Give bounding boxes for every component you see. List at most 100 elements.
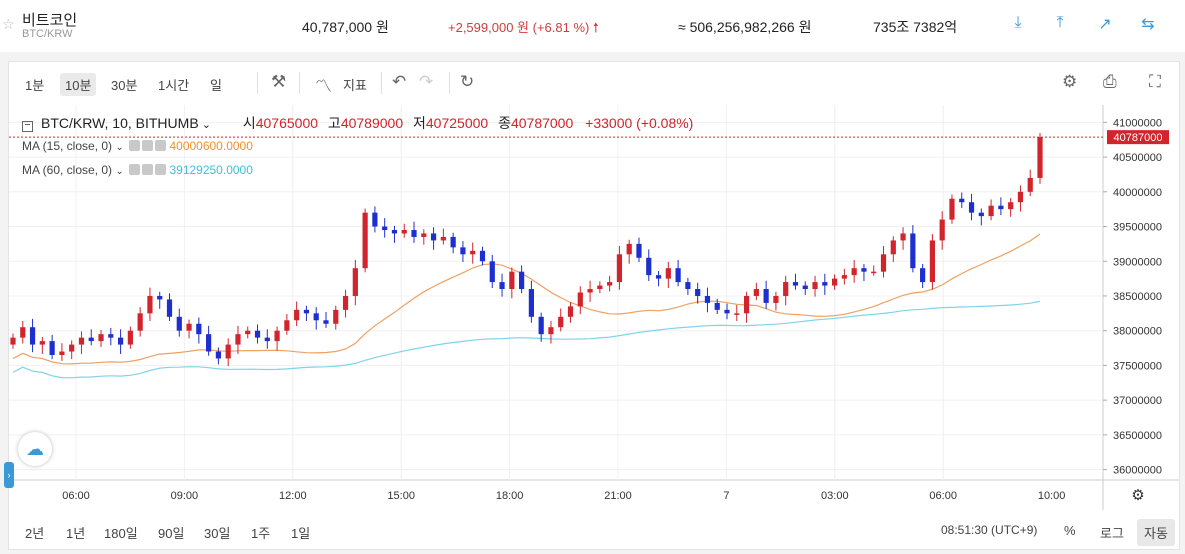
eye-icon[interactable] (129, 164, 141, 175)
x-tick-label: 15:00 (387, 490, 415, 502)
reset-icon[interactable]: ↻ (460, 72, 475, 91)
coin-name: 비트코인 (22, 12, 78, 29)
candle-body (333, 309, 339, 324)
interval-1m[interactable]: 1분 (25, 78, 45, 93)
x-tick-label: 21:00 (604, 490, 632, 502)
ma60-label[interactable]: MA (60, close, 0) (22, 163, 113, 177)
candle-type-icon[interactable]: ⚒ (271, 72, 287, 91)
candle-body (411, 230, 417, 237)
candle-body (294, 309, 300, 321)
candle-body (391, 230, 398, 234)
candle-body (783, 282, 789, 296)
auto-toggle[interactable]: 자동 (1137, 519, 1175, 546)
ma15-value: 40000600.0000 (169, 139, 253, 153)
candle-body (812, 282, 818, 290)
open-value: 40765000 (255, 115, 319, 131)
x-tick-label: 12:00 (279, 490, 307, 502)
indicator-icon[interactable]: 〽 (315, 77, 332, 96)
percent-toggle[interactable]: % (1064, 523, 1076, 538)
candle-body (206, 334, 212, 352)
range-1y[interactable]: 1년 (66, 526, 86, 541)
fullscreen-icon[interactable]: ⛶ (1149, 72, 1161, 91)
gear-icon[interactable] (142, 164, 154, 175)
open-label: 시 (242, 115, 256, 131)
ma15-line (12, 233, 1041, 365)
range-90d[interactable]: 90일 (158, 526, 185, 541)
favorite-star-icon[interactable]: ☆ (2, 16, 15, 32)
settings-gear-icon[interactable]: ⚙ (1062, 72, 1078, 91)
candle-body (59, 351, 65, 355)
candlestick-chart[interactable]: 41000000 40500000 40000000 39500000 39000000… (9, 105, 1179, 510)
side-toggle-button[interactable]: › (4, 462, 14, 488)
interval-30m[interactable]: 30분 (111, 78, 138, 93)
candle-body (841, 275, 847, 279)
candle-body (587, 289, 593, 293)
interval-day[interactable]: 일 (210, 78, 222, 93)
candle-body (822, 282, 828, 286)
current-price: 40,787,000 원 (302, 19, 389, 35)
gear-icon[interactable] (142, 140, 154, 151)
candle-body (108, 334, 114, 338)
indicator-button[interactable]: 지표 (343, 78, 367, 93)
candle-body (186, 323, 192, 331)
eye-icon[interactable] (129, 140, 141, 151)
trend-icon[interactable]: ↗ (1098, 16, 1112, 33)
candle-body (421, 233, 427, 237)
coin-pair: BTC/KRW (22, 28, 73, 40)
candle-body (215, 351, 221, 359)
candle-body (665, 268, 671, 279)
candle-body (264, 337, 270, 342)
candle-body (323, 320, 329, 324)
candle-body (978, 212, 984, 217)
upload-icon[interactable]: ⤒ (1056, 14, 1064, 31)
close-icon[interactable] (155, 164, 167, 175)
candle-body (460, 247, 466, 255)
y-tick-label: 38500000 (1113, 291, 1162, 303)
y-tick-label: 36500000 (1113, 430, 1162, 442)
ma60-line (12, 300, 1041, 379)
range-180d[interactable]: 180일 (104, 526, 138, 541)
close-label: 종 (498, 115, 511, 131)
range-2y[interactable]: 2년 (25, 526, 45, 541)
candle-body (528, 289, 534, 317)
toolbar-divider (381, 72, 382, 94)
range-1d[interactable]: 1일 (291, 526, 311, 541)
utc-clock[interactable]: 08:51:30 (UTC+9) (941, 523, 1038, 537)
symbol-label[interactable]: BTC/KRW, 10, BITHUMB (41, 115, 199, 131)
candle-body (20, 327, 26, 338)
candle-body (724, 309, 730, 314)
interval-1h[interactable]: 1시간 (158, 78, 190, 93)
candle-body (127, 330, 133, 345)
download-icon[interactable]: ⤓ (1014, 14, 1022, 31)
x-tick-label: 06:00 (929, 490, 957, 502)
redo-icon[interactable]: ↷ (419, 72, 434, 91)
candle-body (1017, 191, 1024, 203)
undo-icon[interactable]: ↶ (392, 72, 407, 91)
range-30d[interactable]: 30일 (204, 526, 231, 541)
x-tick-label: 7 (723, 490, 729, 502)
camera-icon[interactable]: ⎙ (1103, 72, 1117, 91)
ma15-label[interactable]: MA (15, close, 0) (22, 139, 113, 153)
candle-body (499, 282, 505, 290)
candle-body (763, 289, 769, 303)
y-tick-label: 40500000 (1113, 152, 1162, 164)
log-toggle[interactable]: 로그 (1100, 526, 1124, 541)
x-tick-label: 03:00 (821, 490, 849, 502)
range-1w[interactable]: 1주 (251, 526, 271, 541)
swap-icon[interactable]: ⇆ (1141, 16, 1155, 33)
candle-body (871, 271, 877, 274)
candle-body (78, 337, 85, 345)
ma15-legend: MA (15, close, 0) ⌄ 40000600.0000 (22, 139, 253, 153)
collapse-icon[interactable]: − (22, 121, 33, 132)
axis-settings-icon[interactable]: ⚙ (1131, 487, 1144, 504)
chevron-down-icon[interactable]: ⌄ (198, 119, 211, 131)
candle-body (137, 313, 143, 331)
y-tick-label: 37500000 (1113, 360, 1162, 372)
candle-body (832, 278, 838, 286)
candle-body (773, 295, 779, 303)
interval-10m[interactable]: 10분 (60, 73, 97, 96)
candle-body (225, 344, 231, 359)
close-icon[interactable] (155, 140, 167, 151)
ma60-value: 39129250.0000 (169, 163, 253, 177)
ticker-header: ☆ 비트코인 BTC/KRW 40,787,000 원 +2,599,000 원… (0, 0, 1185, 52)
